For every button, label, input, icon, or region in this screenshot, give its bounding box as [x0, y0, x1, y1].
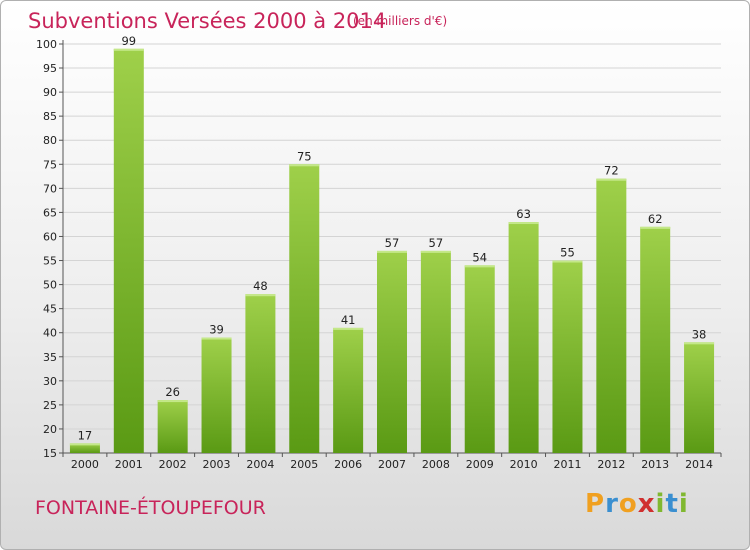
bar-2000: [69, 443, 100, 453]
bar-2008: [420, 250, 451, 453]
y-tick-label: 95: [43, 62, 57, 75]
logo-letter: i: [678, 489, 689, 519]
logo-letter: x: [637, 489, 656, 519]
bar-2014: [684, 342, 715, 453]
value-label-2011: 55: [560, 246, 575, 260]
bar-highlight: [640, 226, 671, 229]
bar-highlight: [508, 222, 539, 225]
y-tick-label: 60: [43, 230, 57, 243]
bar-2001: [113, 48, 144, 453]
x-tick-label-2010: 2010: [510, 458, 538, 471]
bar-highlight: [113, 48, 144, 51]
x-tick-label-2001: 2001: [115, 458, 143, 471]
bar-2007: [377, 250, 407, 453]
x-tick-label-2011: 2011: [553, 458, 581, 471]
value-label-2005: 75: [297, 149, 312, 163]
y-tick-label: 25: [43, 399, 57, 412]
logo-letter: t: [665, 489, 679, 519]
y-tick-label: 20: [43, 423, 57, 436]
bar-highlight: [289, 164, 320, 167]
value-label-2002: 26: [165, 385, 180, 399]
value-label-2013: 62: [648, 212, 663, 226]
bar-highlight: [552, 260, 583, 263]
y-tick-label: 30: [43, 375, 57, 388]
y-tick-label: 35: [43, 351, 57, 364]
value-label-2004: 48: [253, 279, 268, 293]
y-tick-label: 15: [43, 447, 57, 460]
bar-2004: [245, 294, 276, 453]
y-tick-label: 85: [43, 110, 57, 123]
bar-highlight: [69, 443, 100, 446]
logo-letter: i: [655, 489, 666, 519]
value-label-2001: 99: [121, 34, 136, 48]
bar-highlight: [420, 250, 451, 253]
bar-2005: [289, 164, 320, 453]
value-label-2006: 41: [341, 313, 356, 327]
value-label-2010: 63: [516, 207, 531, 221]
logo-letter: o: [618, 489, 638, 519]
value-label-2003: 39: [209, 323, 224, 337]
bar-highlight: [333, 327, 364, 330]
bar-2012: [596, 178, 627, 453]
y-tick-label: 65: [43, 206, 57, 219]
x-tick-label-2000: 2000: [71, 458, 99, 471]
x-tick-label-2002: 2002: [159, 458, 187, 471]
bar-2009: [464, 265, 495, 453]
bar-2013: [640, 226, 671, 453]
value-labels: 17 99 26 39 48 75 41 57 57 54 63 55 72 62 38: [78, 34, 707, 443]
y-tick-label: 45: [43, 303, 57, 316]
x-tick-label-2005: 2005: [290, 458, 318, 471]
y-tick-label: 100: [36, 38, 57, 51]
value-label-2012: 72: [604, 164, 619, 178]
value-label-2009: 54: [472, 250, 487, 264]
x-tick-label-2003: 2003: [203, 458, 231, 471]
x-tick-label-2009: 2009: [466, 458, 494, 471]
proxiti-logo: Proxiti: [585, 489, 689, 519]
y-tick-label: 90: [43, 86, 57, 99]
chart-title: Subventions Versées 2000 à 2014: [28, 9, 387, 33]
y-tick-label: 50: [43, 279, 57, 292]
x-tick-label-2008: 2008: [422, 458, 450, 471]
value-label-2007: 57: [385, 236, 400, 250]
y-tick-label: 55: [43, 255, 57, 268]
y-tick-label: 75: [43, 158, 57, 171]
x-tick-label-2013: 2013: [641, 458, 669, 471]
y-tick-label: 80: [43, 134, 57, 147]
bar-2002: [157, 400, 188, 453]
x-tick-label-2012: 2012: [597, 458, 625, 471]
logo-letter: P: [585, 489, 606, 519]
bar-highlight: [377, 250, 407, 253]
logo-letter: r: [605, 489, 619, 519]
x-tick-label-2007: 2007: [378, 458, 406, 471]
bar-highlight: [245, 294, 276, 297]
bar-2011: [552, 260, 583, 453]
bars: [69, 48, 715, 453]
value-label-2008: 57: [429, 236, 444, 250]
bar-highlight: [201, 337, 232, 340]
commune-name: FONTAINE-ÉTOUPEFOUR: [35, 497, 266, 519]
tick-labels: 15 20 25 30 35 40 45 50 55 60 65 70 75 80 85 90 95 100 200…: [36, 38, 713, 471]
x-tick-label-2014: 2014: [685, 458, 713, 471]
x-tick-label-2006: 2006: [334, 458, 362, 471]
bar-highlight: [157, 400, 188, 403]
x-tick-label-2004: 2004: [246, 458, 274, 471]
value-label-2000: 17: [78, 428, 93, 442]
bar-2010: [508, 222, 539, 453]
bar-highlight: [684, 342, 715, 345]
bar-highlight: [596, 178, 627, 181]
chart-subtitle: (en milliers d'€): [353, 14, 448, 28]
y-tick-label: 70: [43, 182, 57, 195]
value-label-2014: 38: [692, 327, 707, 341]
y-tick-label: 40: [43, 327, 57, 340]
bar-2006: [333, 327, 364, 453]
bar-highlight: [464, 265, 495, 268]
bar-2003: [201, 337, 232, 453]
